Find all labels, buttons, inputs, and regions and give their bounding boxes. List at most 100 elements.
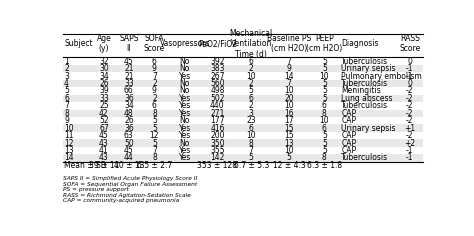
- Text: 0: 0: [408, 57, 412, 66]
- Text: 13: 13: [64, 146, 73, 155]
- Text: 8: 8: [152, 153, 157, 162]
- Text: 32: 32: [99, 57, 109, 66]
- Text: 10: 10: [284, 86, 294, 95]
- Text: 45: 45: [99, 131, 109, 140]
- Text: 7: 7: [64, 101, 69, 110]
- Text: Meningitis: Meningitis: [341, 86, 381, 95]
- Text: 6: 6: [322, 101, 327, 110]
- Text: 498: 498: [210, 86, 225, 95]
- Text: +1: +1: [404, 124, 415, 133]
- Text: 67: 67: [99, 124, 109, 133]
- Text: 9: 9: [152, 64, 157, 73]
- Text: 20: 20: [284, 94, 294, 103]
- Text: 33: 33: [99, 94, 109, 103]
- Text: Vasopressors: Vasopressors: [159, 39, 210, 48]
- Text: 271: 271: [210, 109, 225, 118]
- Text: 142: 142: [210, 153, 225, 162]
- Text: Tuberculosis: Tuberculosis: [341, 57, 389, 66]
- Text: Yes: Yes: [179, 94, 191, 103]
- Bar: [63, 95, 423, 102]
- Text: 355: 355: [210, 146, 225, 155]
- Text: 8: 8: [64, 109, 69, 118]
- Text: 2: 2: [249, 101, 254, 110]
- Text: Tuberculosis: Tuberculosis: [341, 153, 389, 162]
- Text: 34: 34: [124, 101, 134, 110]
- Text: 6: 6: [64, 94, 69, 103]
- Text: 5: 5: [152, 116, 157, 125]
- Text: RASS = Richmond Agitation-Sedation Scale: RASS = Richmond Agitation-Sedation Scale: [63, 193, 191, 198]
- Text: 44: 44: [124, 153, 134, 162]
- Text: Pulmonary embolism: Pulmonary embolism: [341, 72, 422, 80]
- Text: 8: 8: [322, 109, 327, 118]
- Text: 7: 7: [152, 146, 157, 155]
- Text: 7: 7: [152, 72, 157, 80]
- Text: Mean ± SD: Mean ± SD: [64, 161, 107, 170]
- Text: 14: 14: [284, 72, 294, 80]
- Text: 48: 48: [124, 109, 134, 118]
- Text: 7: 7: [286, 79, 292, 88]
- Text: 12: 12: [64, 139, 73, 148]
- Text: 43: 43: [99, 153, 109, 162]
- Text: 21: 21: [124, 64, 134, 73]
- Text: Yes: Yes: [179, 109, 191, 118]
- Text: -2: -2: [406, 94, 414, 103]
- Text: 50: 50: [124, 139, 134, 148]
- Text: 52: 52: [99, 116, 109, 125]
- Text: 5: 5: [322, 86, 327, 95]
- Text: 2: 2: [249, 79, 254, 88]
- Text: CAP: CAP: [341, 139, 356, 148]
- Text: 440: 440: [210, 101, 225, 110]
- Text: SOFA
Score: SOFA Score: [144, 34, 165, 54]
- Bar: [63, 139, 423, 147]
- Text: PS = pressure support: PS = pressure support: [63, 187, 128, 192]
- Text: -2: -2: [406, 101, 414, 110]
- Text: 3: 3: [64, 72, 69, 80]
- Text: CAP = community-acquired pneumonia: CAP = community-acquired pneumonia: [63, 198, 179, 203]
- Text: 25: 25: [99, 101, 109, 110]
- Text: 5: 5: [322, 79, 327, 88]
- Text: 4: 4: [64, 79, 69, 88]
- Text: +2: +2: [404, 139, 415, 148]
- Text: 2: 2: [152, 79, 157, 88]
- Text: Yes: Yes: [179, 124, 191, 133]
- Text: 40 ± 13: 40 ± 13: [114, 161, 144, 170]
- Text: No: No: [180, 86, 190, 95]
- Text: 5: 5: [286, 153, 292, 162]
- Text: 33: 33: [124, 79, 134, 88]
- Text: Tuberculosis: Tuberculosis: [341, 79, 389, 88]
- Text: Yes: Yes: [179, 153, 191, 162]
- Text: Yes: Yes: [179, 72, 191, 80]
- Text: No: No: [180, 64, 190, 73]
- Text: 2: 2: [249, 64, 254, 73]
- Text: 6.5 ± 2.7: 6.5 ± 2.7: [137, 161, 172, 170]
- Text: 9: 9: [64, 116, 69, 125]
- Text: 39 ± 11: 39 ± 11: [89, 161, 119, 170]
- Text: 5: 5: [322, 94, 327, 103]
- Text: CAP: CAP: [341, 109, 356, 118]
- Text: 6.7 ± 5.3: 6.7 ± 5.3: [234, 161, 269, 170]
- Text: Yes: Yes: [179, 146, 191, 155]
- Text: 5: 5: [322, 57, 327, 66]
- Text: -1: -1: [406, 64, 414, 73]
- Text: No: No: [180, 116, 190, 125]
- Text: 5: 5: [64, 86, 69, 95]
- Bar: [63, 80, 423, 87]
- Text: Diagnosis: Diagnosis: [341, 39, 379, 48]
- Text: 5: 5: [322, 139, 327, 148]
- Bar: [63, 154, 423, 162]
- Text: 66: 66: [124, 86, 134, 95]
- Text: 34: 34: [99, 72, 109, 80]
- Text: Yes: Yes: [179, 101, 191, 110]
- Text: 41: 41: [99, 146, 109, 155]
- Text: 6: 6: [249, 124, 254, 133]
- Text: 5: 5: [152, 124, 157, 133]
- Text: Yes: Yes: [179, 131, 191, 140]
- Text: 10: 10: [284, 146, 294, 155]
- Text: CAP: CAP: [341, 131, 356, 140]
- Text: 12 ± 4.3: 12 ± 4.3: [273, 161, 305, 170]
- Text: 8: 8: [322, 153, 327, 162]
- Text: No: No: [180, 57, 190, 66]
- Text: 392: 392: [210, 57, 225, 66]
- Text: 416: 416: [210, 124, 225, 133]
- Text: 353 ± 128: 353 ± 128: [197, 161, 237, 170]
